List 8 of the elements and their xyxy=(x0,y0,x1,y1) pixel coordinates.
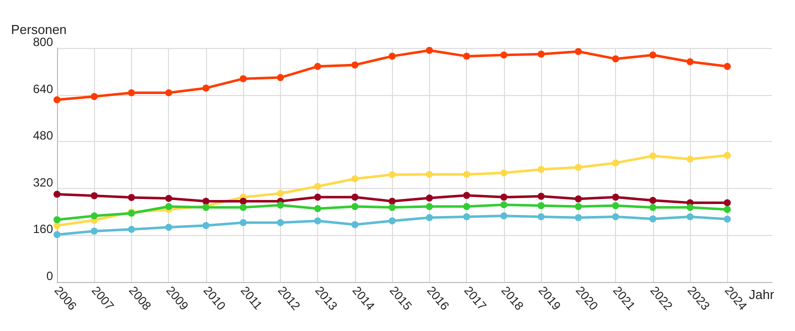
y-axis-title: Personen xyxy=(11,22,67,37)
y-tick-label: 320 xyxy=(32,175,54,190)
y-tick-label: 480 xyxy=(32,128,54,143)
y-tick-label: 160 xyxy=(32,222,54,236)
y-tick-label: 0 xyxy=(46,269,54,283)
x-axis-title: Jahr xyxy=(748,287,775,302)
y-tick-label: 640 xyxy=(32,82,54,96)
y-tick-label: 800 xyxy=(32,35,54,49)
